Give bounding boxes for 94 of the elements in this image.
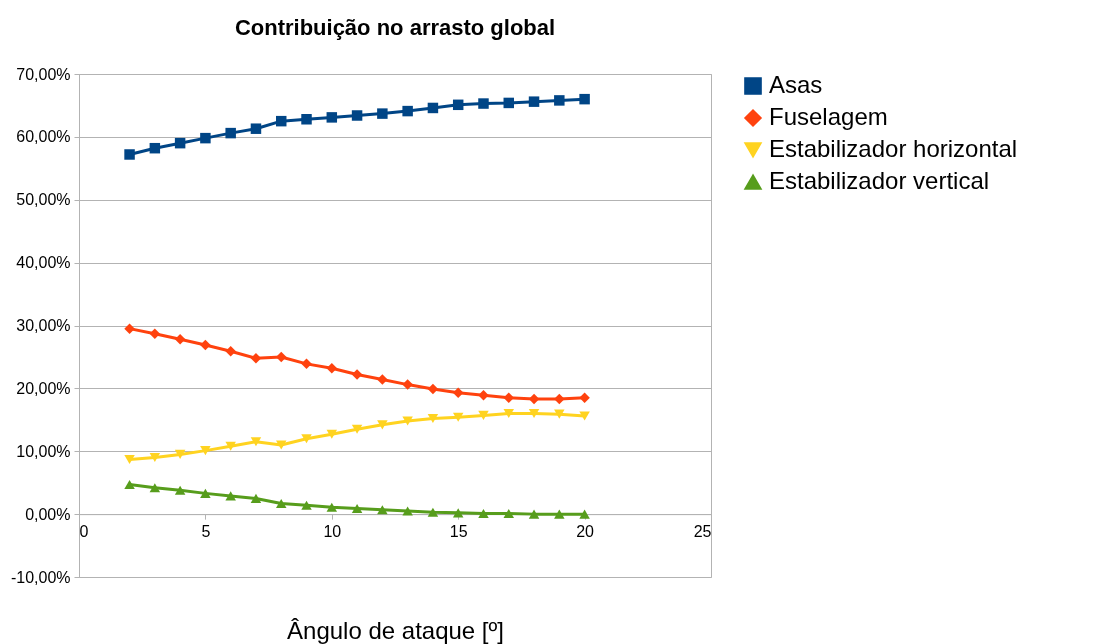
point [478, 98, 489, 109]
point [377, 108, 388, 119]
y-tick-label: -10,00% [10, 568, 71, 586]
point [149, 142, 161, 154]
point [301, 434, 312, 444]
point [377, 374, 388, 385]
point [377, 420, 388, 430]
legend-label: Asas [769, 71, 823, 98]
y-tick-label: 70,00% [16, 65, 71, 83]
point [351, 424, 363, 434]
point [503, 392, 514, 404]
point [402, 105, 413, 117]
point [554, 393, 565, 405]
point [503, 97, 514, 109]
point [124, 323, 135, 334]
point [124, 454, 135, 464]
point [452, 387, 464, 399]
point [351, 503, 363, 514]
point [478, 390, 489, 401]
point [174, 137, 186, 149]
point [200, 446, 211, 456]
x-tick-label: 15 [449, 522, 468, 540]
point [225, 441, 236, 451]
point [452, 412, 464, 422]
legend-label: Estabilizador vertical [769, 167, 990, 194]
point [528, 96, 540, 107]
point [351, 369, 363, 380]
point [402, 379, 413, 390]
y-tick-label: 50,00% [16, 191, 71, 209]
y-tick-label: 10,00% [16, 442, 71, 460]
point [276, 351, 287, 363]
point [301, 500, 312, 510]
point [427, 507, 439, 517]
point [503, 408, 514, 419]
x-axis-title: Ângulo de ataque [º] [287, 616, 504, 644]
point [250, 352, 262, 364]
point [377, 505, 388, 515]
point [452, 508, 464, 518]
point [225, 346, 236, 357]
point [528, 408, 540, 419]
point [200, 339, 211, 351]
x-tick-label: 25 [693, 522, 712, 540]
point [351, 110, 363, 121]
point [579, 392, 590, 404]
point [579, 411, 590, 421]
point [276, 115, 287, 127]
x-tick-label: 0 [79, 522, 89, 540]
point [326, 502, 338, 512]
point [554, 95, 565, 106]
point [174, 449, 186, 459]
point [554, 509, 565, 519]
point [579, 93, 590, 105]
point [276, 498, 287, 508]
point [250, 123, 262, 134]
point [427, 383, 439, 395]
point [250, 493, 262, 503]
point [149, 483, 161, 493]
point [149, 328, 161, 339]
point [452, 99, 464, 111]
x-tick-label: 10 [323, 522, 342, 540]
point [276, 440, 287, 450]
point [528, 509, 540, 519]
point [478, 508, 489, 519]
point [174, 334, 186, 345]
y-tick-label: 40,00% [16, 254, 71, 272]
y-tick-label: 60,00% [16, 128, 71, 146]
y-tick-label: 0,00% [25, 505, 71, 523]
point [554, 409, 565, 419]
point [149, 453, 161, 463]
x-tick-label: 20 [576, 522, 595, 540]
point [225, 127, 236, 139]
point [326, 363, 338, 374]
point [301, 358, 312, 370]
point [250, 437, 262, 447]
point [200, 488, 211, 498]
y-tick-label: 30,00% [16, 317, 71, 334]
point [503, 508, 514, 519]
point [200, 132, 211, 144]
point [326, 112, 338, 123]
point [402, 506, 413, 516]
legend-label: Fuselagem [769, 103, 888, 130]
point [427, 414, 439, 424]
point [427, 102, 439, 114]
x-tick-label: 5 [201, 522, 211, 540]
legend-label: Estabilizador horizontal [769, 135, 1018, 162]
point [326, 429, 338, 439]
point [174, 485, 186, 495]
y-tick-label: 20,00% [16, 379, 71, 397]
point [124, 480, 135, 490]
point [579, 509, 590, 519]
point [478, 410, 489, 420]
point [301, 114, 312, 125]
point [124, 149, 135, 160]
chart-title: Contribuição no arrasto global [234, 15, 556, 40]
